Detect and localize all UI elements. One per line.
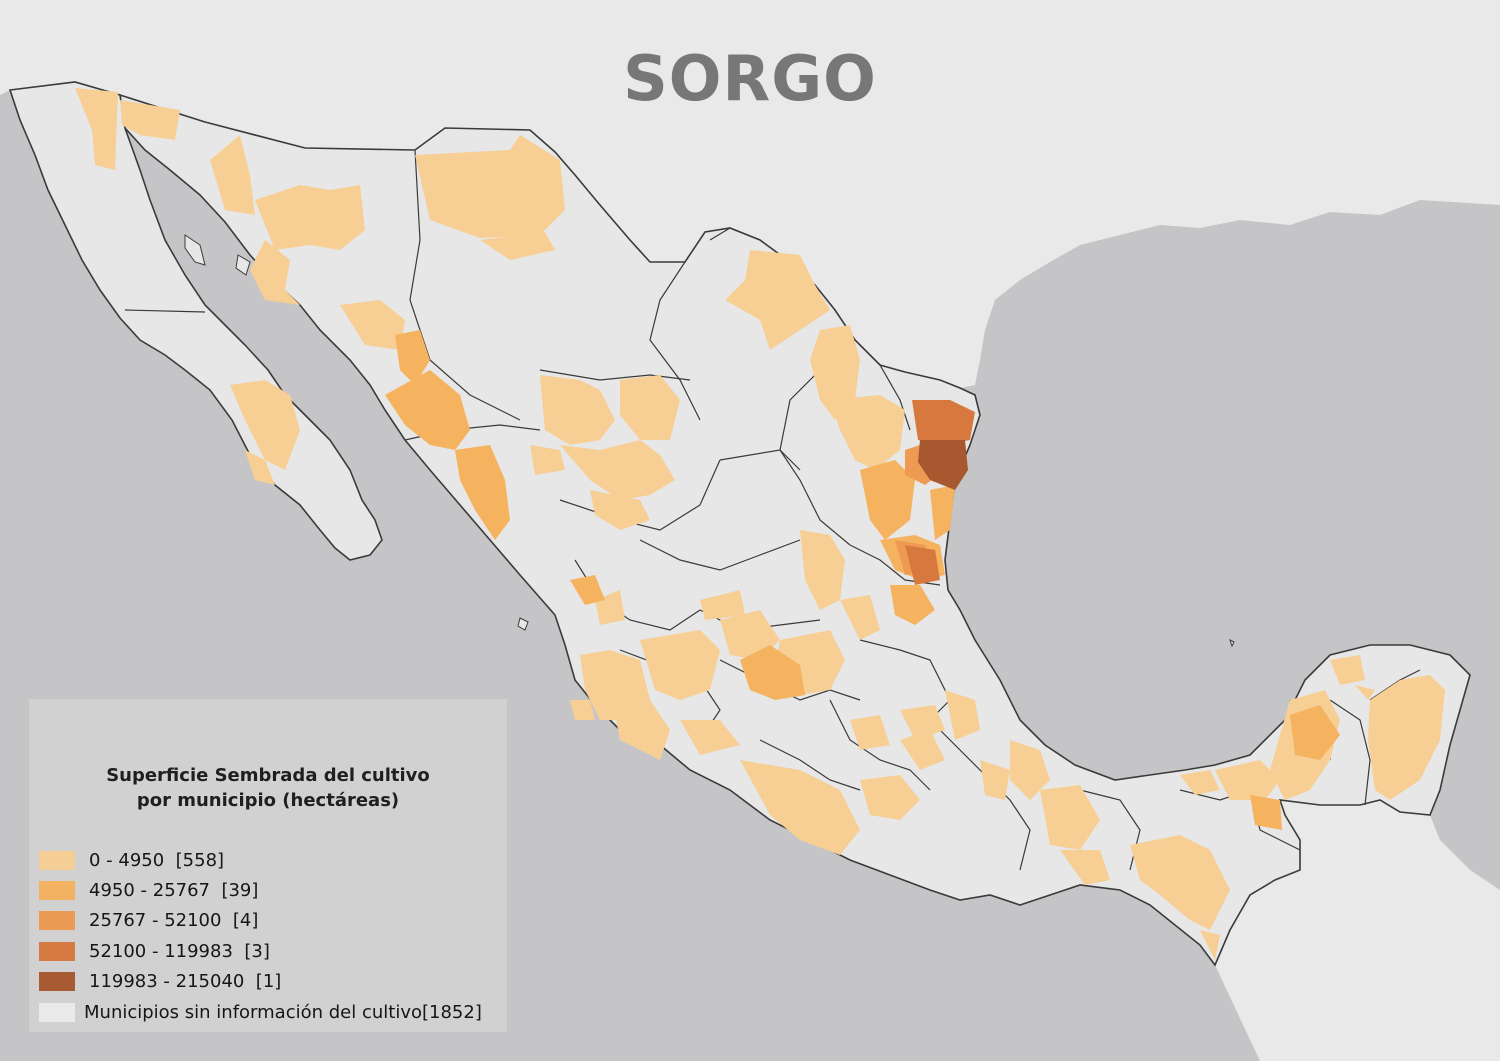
mexico-mainland — [119, 93, 1471, 967]
legend-title-line2: por municipio (hectáreas) — [136, 790, 400, 811]
map-title: SORGO — [623, 42, 877, 115]
legend-label: 0 - 4950 [558] — [89, 849, 225, 871]
foreign-land-north — [0, 0, 1500, 388]
legend-item-class-4: 52100 - 119983 [3] — [39, 936, 482, 966]
class-5-municipalities — [918, 440, 968, 490]
class-2-municipalities — [385, 330, 1340, 830]
legend-item-class-2: 4950 - 25767 [39] — [39, 875, 482, 905]
legend-label: 52100 - 119983 [3] — [89, 940, 270, 962]
legend-swatch — [39, 1002, 75, 1022]
legend-item-class-3: 25767 - 52100 [4] — [39, 906, 482, 936]
legend-swatch — [39, 881, 75, 901]
legend-title: Superficie Sembrada del cultivo por muni… — [29, 763, 507, 813]
legend-label: 4950 - 25767 [39] — [89, 880, 259, 902]
class-4-municipalities — [905, 400, 975, 585]
legend: Superficie Sembrada del cultivo por muni… — [29, 699, 507, 1032]
legend-label: 25767 - 52100 [4] — [89, 910, 259, 932]
legend-swatch — [39, 911, 75, 931]
islands — [184, 234, 1235, 648]
legend-item-class-5: 119983 - 215040 [1] — [39, 967, 482, 997]
legend-item-class-1: 0 - 4950 [558] — [39, 845, 482, 875]
legend-label: 119983 - 215040 [1] — [89, 971, 282, 993]
legend-swatch — [39, 972, 75, 992]
legend-items: 0 - 4950 [558] 4950 - 25767 [39] 25767 -… — [39, 845, 482, 1027]
class-1-municipalities — [75, 88, 1445, 960]
legend-title-line1: Superficie Sembrada del cultivo — [106, 765, 430, 786]
legend-swatch — [39, 850, 75, 870]
legend-swatch — [39, 941, 75, 961]
foreign-land-south — [1215, 800, 1500, 1061]
legend-item-no-data: Municipios sin información del cultivo[1… — [39, 997, 482, 1027]
legend-label: Municipios sin información del cultivo[1… — [84, 1001, 482, 1023]
